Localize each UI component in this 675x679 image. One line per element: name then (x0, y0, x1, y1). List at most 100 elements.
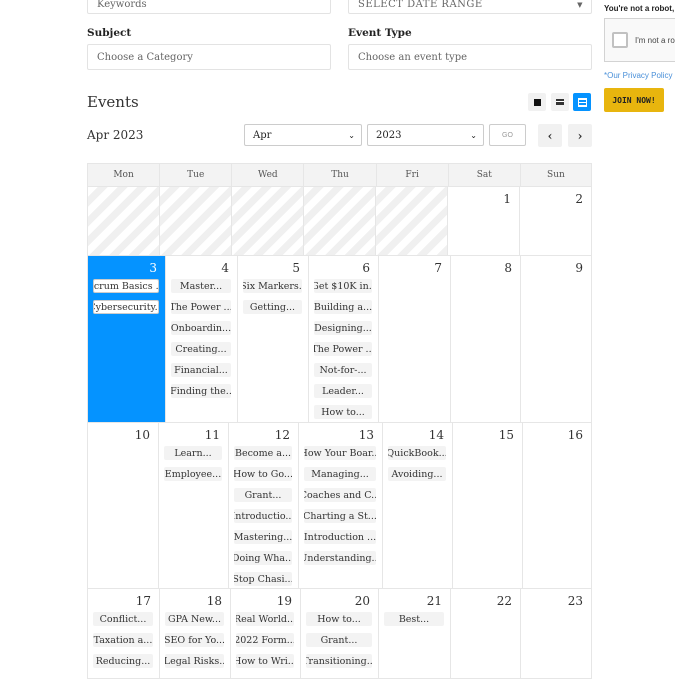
event-chip[interactable]: Master... (171, 279, 231, 293)
go-button[interactable]: GO (489, 124, 526, 146)
event-chip[interactable]: Not-for-... (314, 363, 372, 377)
event-chip[interactable]: Getting... (243, 300, 302, 314)
day-cell[interactable]: 8 (450, 256, 520, 422)
event-chip[interactable]: Get $10K in.. (314, 279, 372, 293)
day-cell[interactable]: 22 (450, 589, 520, 678)
list-view-button[interactable] (551, 93, 569, 111)
event-chip[interactable]: Taxation a... (93, 633, 153, 647)
caret-down-icon: ▼ (577, 1, 583, 9)
next-month-button[interactable]: › (568, 124, 592, 147)
day-number: 23 (567, 594, 583, 608)
weekday-tue: Tue (159, 164, 231, 186)
event-chip[interactable]: Best... (384, 612, 444, 626)
calendar-view-button[interactable] (573, 93, 591, 111)
subject-select[interactable]: Choose a Category (87, 44, 331, 70)
event-chip[interactable]: GPA New... (165, 612, 224, 626)
event-chip[interactable]: QuickBook... (388, 446, 446, 460)
day-cell[interactable]: 3 Scrum Basics ... Cybersecurity... (87, 256, 165, 422)
event-chip[interactable]: 2022 Form... (236, 633, 294, 647)
event-chip[interactable]: The Power ... (314, 342, 372, 356)
event-chip[interactable]: Building a... (314, 300, 372, 314)
event-chip[interactable]: Financial... (171, 363, 231, 377)
event-chip[interactable]: Employee... (164, 467, 222, 481)
day-cell[interactable]: 21 Best... (378, 589, 450, 678)
month-select[interactable]: Apr ⌄ (244, 124, 362, 146)
event-chip[interactable]: Conflict... (93, 612, 153, 626)
day-number: 13 (358, 428, 374, 442)
day-cell[interactable]: 14 QuickBook... Avoiding... (382, 423, 452, 588)
event-chip[interactable]: Managing... (304, 467, 376, 481)
day-number: 11 (204, 428, 220, 442)
event-chip[interactable]: The Power ... (171, 300, 231, 314)
event-chip[interactable]: Learn... (164, 446, 222, 460)
event-chip[interactable]: Become a... (234, 446, 292, 460)
block-view-button[interactable] (528, 93, 546, 111)
prev-month-button[interactable]: ‹ (538, 124, 562, 147)
day-cell[interactable]: 11 Learn... Employee... (158, 423, 228, 588)
day-cell[interactable]: 9 (520, 256, 592, 422)
event-chip[interactable]: Six Markers.. (243, 279, 302, 293)
keywords-input[interactable]: Keywords (87, 0, 331, 14)
day-cell[interactable]: 7 (378, 256, 450, 422)
day-cell[interactable]: 1 (447, 187, 519, 255)
weekday-header: Mon Tue Wed Thu Fri Sat Sun (87, 163, 592, 187)
day-cell[interactable]: 13 How Your Boar... Managing... Coaches and… (298, 423, 382, 588)
event-chip[interactable]: Designing... (314, 321, 372, 335)
day-cell[interactable]: 19 Real World... 2022 Form... How to Wri... (230, 589, 300, 678)
weekday-wed: Wed (231, 164, 303, 186)
event-chip[interactable]: Grant... (306, 633, 372, 647)
captcha-label: I'm not a ro (635, 35, 675, 45)
event-chip[interactable]: Transitioning... (306, 654, 372, 668)
event-chip[interactable]: Onboardin... (171, 321, 231, 335)
day-cell[interactable]: 20 How to... Grant... Transitioning... (300, 589, 378, 678)
event-chip[interactable]: How to Go... (234, 467, 292, 481)
day-cell[interactable]: 10 (87, 423, 158, 588)
year-select[interactable]: 2023 ⌄ (367, 124, 484, 146)
event-chip[interactable]: How to... (314, 405, 372, 419)
day-cell[interactable]: 5 Six Markers.. Getting... (237, 256, 308, 422)
event-chip[interactable]: Charting a St... (304, 509, 376, 523)
day-cell[interactable]: 16 (522, 423, 592, 588)
join-now-button[interactable]: JOIN NOW! (604, 88, 664, 112)
event-type-select[interactable]: Choose an event type (348, 44, 592, 70)
calendar-week: 17 Conflict... Taxation a... Reducing... 18 G… (87, 589, 592, 679)
event-chip[interactable]: Leader... (314, 384, 372, 398)
event-chip[interactable]: Introduction ... (304, 530, 376, 544)
date-range-value: SELECT DATE RANGE (358, 0, 483, 10)
empty-day-cell (375, 187, 447, 255)
date-range-select[interactable]: SELECT DATE RANGE ▼ (348, 0, 592, 14)
day-cell[interactable]: 15 (452, 423, 522, 588)
day-cell[interactable]: 4 Master... The Power ... Onboardin... Creat… (165, 256, 237, 422)
event-chip[interactable]: Legal Risks.. (165, 654, 224, 668)
year-value: 2023 (376, 129, 402, 141)
day-cell[interactable]: 23 (520, 589, 592, 678)
event-chip[interactable]: Doing Wha... (234, 551, 292, 565)
event-chip[interactable]: Scrum Basics ... (93, 279, 159, 293)
event-chip[interactable]: Avoiding... (388, 467, 446, 481)
event-chip[interactable]: Understanding... (304, 551, 376, 565)
event-chip[interactable]: Grant... (234, 488, 292, 502)
event-chip[interactable]: How Your Boar... (304, 446, 376, 460)
event-chip[interactable]: Cybersecurity... (93, 300, 159, 314)
day-cell[interactable]: 12 Become a... How to Go... Grant... Introdu… (228, 423, 298, 588)
event-type-label: Event Type (348, 27, 412, 39)
event-chip[interactable]: Reducing... (93, 654, 153, 668)
event-chip[interactable]: Introductio... (234, 509, 292, 523)
chevron-right-icon: › (577, 128, 583, 143)
event-chip[interactable]: Stop Chasi... (234, 572, 292, 586)
day-cell[interactable]: 2 (519, 187, 592, 255)
event-chip[interactable]: How to Wri... (236, 654, 294, 668)
event-chip[interactable]: SEO for Yo... (165, 633, 224, 647)
event-chip[interactable]: Coaches and C... (304, 488, 376, 502)
subject-label: Subject (87, 27, 132, 39)
privacy-policy-link[interactable]: *Our Privacy Policy (604, 71, 673, 80)
event-chip[interactable]: How to... (306, 612, 372, 626)
day-cell[interactable]: 6 Get $10K in.. Building a... Designing... T… (308, 256, 378, 422)
event-chip[interactable]: Finding the.. (171, 384, 231, 398)
captcha-checkbox[interactable] (612, 32, 628, 48)
calendar-week: 3 Scrum Basics ... Cybersecurity... 4 Master… (87, 256, 592, 423)
empty-day-cell (231, 187, 303, 255)
event-chip[interactable]: Creating... (171, 342, 231, 356)
event-chip[interactable]: Mastering... (234, 530, 292, 544)
event-chip[interactable]: Real World... (236, 612, 294, 626)
